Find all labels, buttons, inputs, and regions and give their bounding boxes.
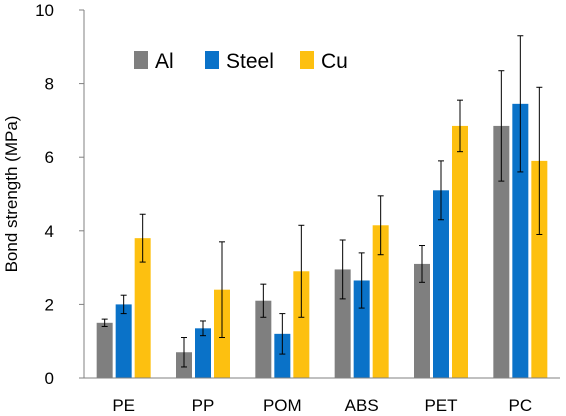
y-axis-title: Bond strength (MPa)	[2, 116, 21, 273]
bar-steel-pet	[433, 190, 449, 378]
legend-item-al: Al	[134, 50, 174, 73]
y-tick-label: 8	[45, 75, 54, 94]
legend-swatch	[134, 51, 148, 69]
error-bar-steel-pp	[200, 320, 206, 337]
bar-al-pc	[493, 125, 510, 378]
y-tick-label: 0	[45, 369, 54, 388]
x-category-labels: PE PP POM ABS PET PC	[112, 396, 532, 415]
error-bar-cu-pe	[139, 213, 146, 263]
error-bars-layer	[101, 35, 543, 368]
x-category-label: PET	[424, 396, 457, 415]
error-bar-al-abs	[339, 239, 346, 300]
bar-al-pom	[255, 300, 272, 378]
legend-item-steel: Steel	[205, 50, 274, 73]
error-bar-cu-abs	[377, 195, 384, 256]
error-bar-cu-pet	[457, 99, 463, 153]
error-bar-steel-pet	[438, 160, 444, 221]
y-ticks: 0 2 4 6 8 10	[35, 1, 84, 388]
legend-label: Al	[155, 50, 174, 73]
error-bar-steel-abs	[358, 252, 365, 309]
x-category-label: PE	[112, 396, 135, 415]
error-bar-cu-pc	[536, 86, 543, 235]
error-bar-steel-pe	[120, 294, 127, 315]
error-bar-steel-pc	[517, 35, 524, 173]
error-bar-al-pom	[260, 283, 267, 318]
bars-layer	[96, 103, 548, 378]
bar-steel-pe	[115, 304, 132, 378]
bar-steel-abs	[353, 280, 370, 378]
legend: Al Steel Cu	[134, 50, 348, 73]
legend-swatch	[300, 51, 314, 69]
legend-item-cu: Cu	[300, 50, 348, 73]
error-bar-al-pe	[101, 318, 108, 327]
bar-al-abs	[334, 269, 351, 378]
y-tick-label: 2	[45, 295, 54, 314]
y-tick-label: 10	[35, 1, 54, 20]
bar-al-pe	[96, 322, 113, 378]
legend-label: Cu	[321, 50, 348, 73]
x-category-label: ABS	[345, 396, 379, 415]
bar-cu-pe	[134, 238, 151, 378]
error-bar-cu-pp	[219, 241, 225, 339]
bar-al-pet	[414, 263, 430, 378]
bar-cu-abs	[372, 225, 389, 378]
bar-steel-pp	[195, 328, 211, 378]
bar-steel-pc	[512, 103, 529, 378]
x-category-label: PC	[509, 396, 533, 415]
bar-cu-pc	[531, 160, 548, 378]
error-bar-al-pc	[498, 70, 505, 182]
error-bar-cu-pom	[298, 224, 305, 318]
legend-swatch	[205, 51, 219, 69]
bar-cu-pom	[293, 271, 310, 378]
error-bar-al-pp	[181, 337, 187, 368]
legend-label: Steel	[226, 50, 274, 73]
x-category-label: POM	[263, 396, 302, 415]
error-bar-steel-pom	[279, 313, 286, 355]
bar-steel-pom	[274, 333, 291, 378]
y-tick-label: 6	[45, 148, 54, 167]
bar-cu-pet	[452, 125, 468, 378]
y-tick-label: 4	[45, 222, 54, 241]
error-bar-al-pet	[419, 245, 425, 283]
x-category-label: PP	[192, 396, 215, 415]
